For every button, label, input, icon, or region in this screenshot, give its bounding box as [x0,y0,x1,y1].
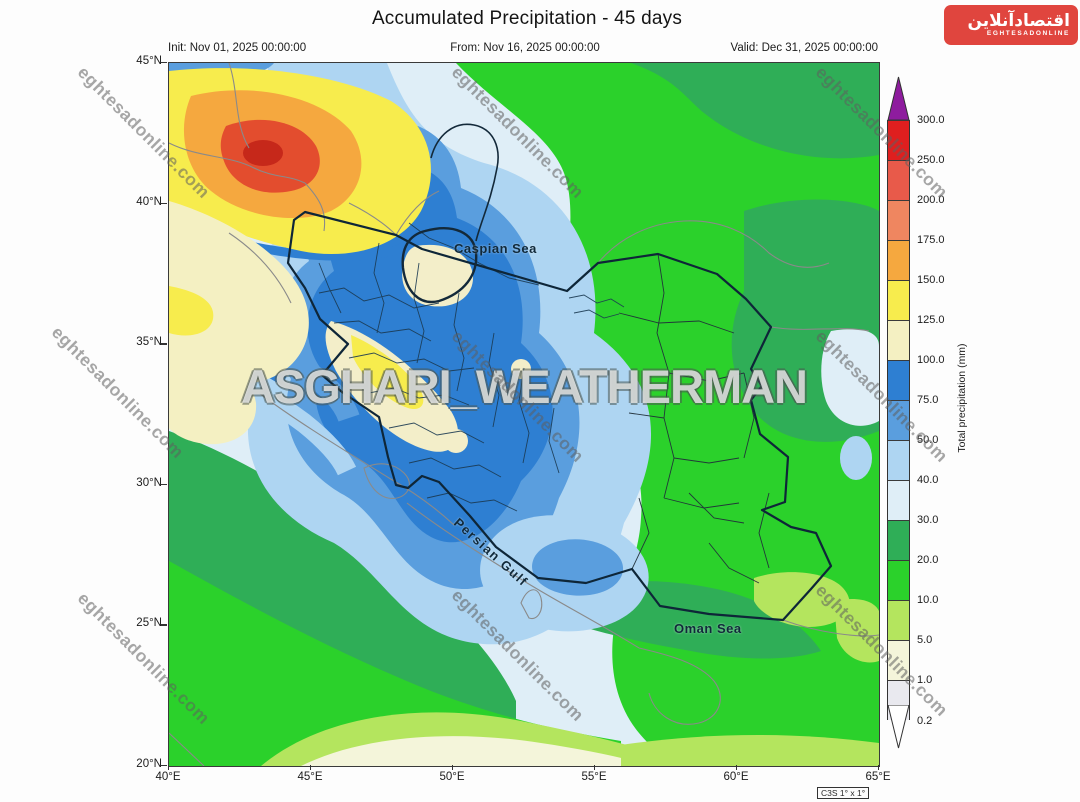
init-timestamp: Init: Nov 01, 2025 00:00:00 [168,42,307,54]
page-title: Accumulated Precipitation - 45 days [371,8,683,29]
oman-sea-label: Oman Sea [674,621,742,636]
asghari-weatherman-watermark: ASGHARI_WEATHERMAN [240,360,808,413]
precipitation-contours [169,63,879,766]
grid-resolution-note: C3S 1° x 1° [817,787,870,799]
colorbar-over-arrow [887,76,910,120]
from-timestamp: From: Nov 16, 2025 00:00:00 [450,42,600,54]
logo-english-text: EGHTESADONLINE [986,30,1070,37]
colorbar-axis-label: Total precipitation (mm) [956,343,968,453]
valid-timestamp: Valid: Dec 31, 2025 00:00:00 [730,42,878,54]
logo-persian-text: اقتصادآنلاین [967,11,1070,30]
eghtesadonline-logo: اقتصادآنلاین EGHTESADONLINE [944,5,1078,45]
colorbar-segments: 300.0 250.0 200.0 175.0 150.0 125.0 100.0 75.0 5… [887,114,945,727]
precipitation-map: Caspian Sea Persian Gulf Oman Sea ASGHAR… [168,62,880,767]
caspian-sea-label: Caspian Sea [454,241,537,256]
colorbar-under-arrow [887,705,910,749]
